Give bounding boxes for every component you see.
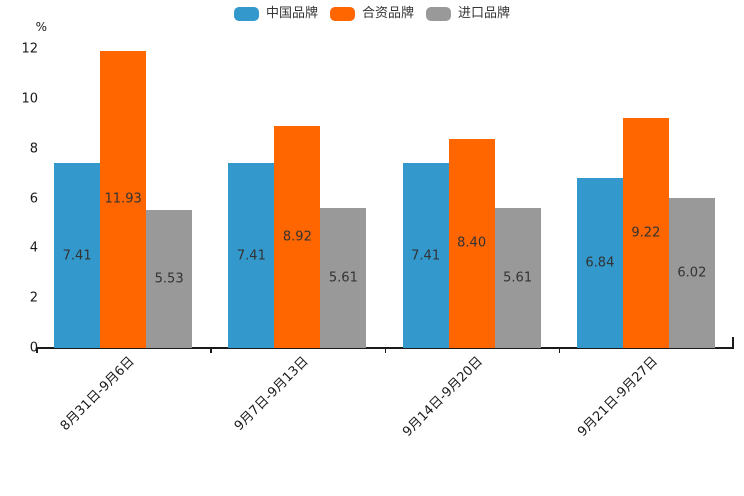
- bar-series-2-group-1: [320, 208, 367, 348]
- bar-series-1-group-3: [622, 118, 669, 348]
- x-axis-category-label: 9月21日-9月27日: [574, 354, 661, 440]
- x-axis-tick: [384, 348, 386, 353]
- bar-series-0-group-3: [576, 177, 623, 348]
- legend-item-label: 合资品牌: [361, 6, 414, 21]
- y-axis-tick-label: 4: [29, 240, 38, 256]
- x-axis-category-label: 9月14日-9月20日: [400, 354, 487, 440]
- bar-value-label: 8.92: [282, 229, 312, 245]
- legend-item-label: 进口品牌: [458, 6, 511, 21]
- bar-value-label: 9.22: [631, 225, 661, 241]
- x-axis-tick: [36, 348, 38, 353]
- legend-swatch-icon: [426, 7, 451, 21]
- chart-legend: 中国品牌 合资品牌 进口品牌: [0, 6, 744, 22]
- legend-swatch-icon: [233, 7, 259, 21]
- bar-series-1-group-2: [448, 138, 495, 348]
- x-axis-end-tick: [731, 337, 734, 347]
- bar-series-0-group-2: [402, 163, 449, 348]
- x-axis-category-label: 8月31日-9月6日: [57, 354, 138, 434]
- bar-value-label: 5.61: [503, 270, 533, 286]
- legend-item-series-2[interactable]: 进口品牌: [426, 6, 510, 22]
- bar-series-1-group-1: [274, 125, 321, 348]
- bar-series-2-group-2: [494, 208, 541, 348]
- y-axis-tick-label: 8: [29, 141, 38, 157]
- bar-value-label: 7.41: [411, 248, 441, 264]
- legend-swatch-icon: [329, 7, 355, 21]
- bar-series-0-group-1: [228, 163, 275, 348]
- legend-item-series-0[interactable]: 中国品牌: [233, 6, 318, 22]
- y-axis-tick-label: 10: [21, 91, 38, 107]
- bar-value-label: 8.40: [457, 235, 487, 251]
- x-axis-tick: [210, 348, 212, 353]
- bar-series-2-group-3: [668, 198, 715, 348]
- bar-value-label: 5.53: [154, 271, 184, 287]
- bar-value-label: 11.93: [104, 191, 142, 207]
- legend-item-label: 中国品牌: [265, 6, 318, 21]
- bar-series-2-group-0: [146, 210, 193, 348]
- bar-value-label: 5.61: [328, 270, 358, 286]
- bar-series-1-group-0: [100, 50, 147, 348]
- x-axis-category-label: 9月7日-9月13日: [232, 354, 312, 434]
- legend-item-series-1[interactable]: 合资品牌: [329, 6, 414, 22]
- y-axis-tick-label: 2: [29, 290, 38, 306]
- bar-value-label: 6.02: [677, 265, 707, 281]
- y-axis-tick-label: 12: [21, 41, 38, 57]
- y-axis-tick-label: 0: [29, 340, 38, 356]
- bar-series-0-group-0: [54, 163, 101, 348]
- bar-value-label: 7.41: [62, 248, 92, 264]
- bar-value-label: 6.84: [585, 255, 615, 271]
- x-axis-line: [36, 346, 734, 349]
- x-axis-tick: [558, 348, 561, 353]
- y-axis-tick-label: 6: [29, 191, 38, 206]
- bar-value-label: 7.41: [236, 248, 266, 264]
- y-axis-unit-label: %: [35, 20, 47, 34]
